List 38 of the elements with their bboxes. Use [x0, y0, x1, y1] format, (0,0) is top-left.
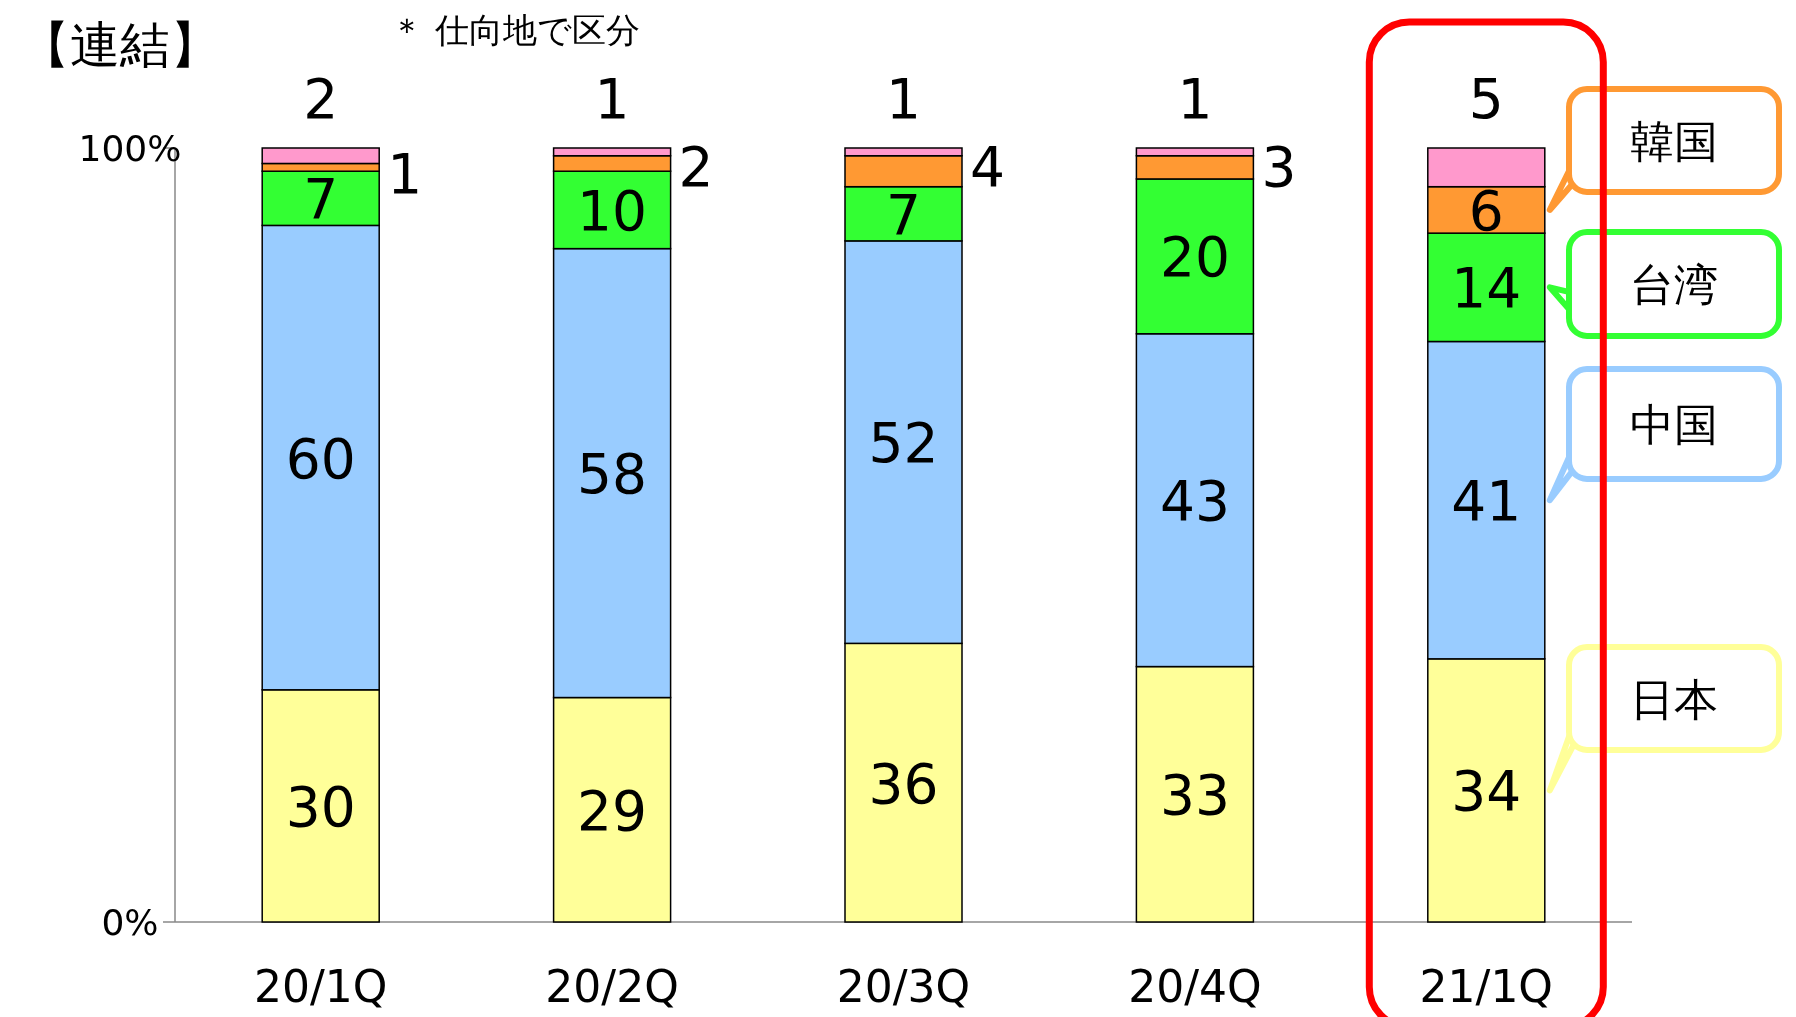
data-label: 1 [886, 67, 921, 131]
data-label: 30 [285, 774, 356, 839]
data-label: 29 [577, 778, 648, 843]
data-label: 34 [1451, 759, 1522, 824]
x-tick-label: 20/1Q [253, 961, 388, 1012]
series-label: 日本 [1630, 673, 1718, 725]
y-tick-label: 0% [101, 902, 159, 943]
data-label: 6 [1468, 178, 1504, 243]
data-label: 7 [303, 167, 339, 232]
legend-label: 台湾 [1630, 259, 1718, 310]
data-label: 52 [868, 411, 939, 476]
chart-title: 【連結】 [20, 16, 220, 74]
y-tick-label: 100% [78, 128, 182, 169]
data-label: 2 [303, 67, 339, 131]
series-label: 中国 [1630, 399, 1718, 450]
data-label: 5 [1468, 67, 1504, 131]
chart-subtitle: ＊ 仕向地で区分 [390, 10, 640, 50]
data-label: 41 [1451, 469, 1522, 534]
x-tick-label: 21/1Q [1419, 961, 1554, 1012]
x-tick-label: 20/4Q [1128, 961, 1262, 1012]
x-tick-label: 20/2Q [545, 961, 679, 1012]
data-label: 1 [594, 67, 630, 131]
data-label: 10 [577, 178, 648, 243]
data-label: 20 [1159, 225, 1230, 290]
data-label: 43 [1159, 469, 1230, 534]
data-label: 36 [868, 751, 939, 816]
data-label: 33 [1159, 763, 1230, 828]
data-label: 3 [1261, 134, 1297, 199]
data-label: 14 [1451, 256, 1522, 321]
series-label: 韓国 [1630, 115, 1718, 167]
data-label: 60 [285, 426, 356, 491]
data-label: 58 [577, 442, 648, 507]
x-tick-label: 20/3Q [836, 961, 971, 1012]
data-label: 7 [886, 182, 921, 247]
data-label: 1 [1177, 67, 1213, 131]
data-label: 4 [970, 134, 1005, 199]
data-label: 2 [678, 134, 714, 199]
data-label: 1 [387, 142, 423, 207]
